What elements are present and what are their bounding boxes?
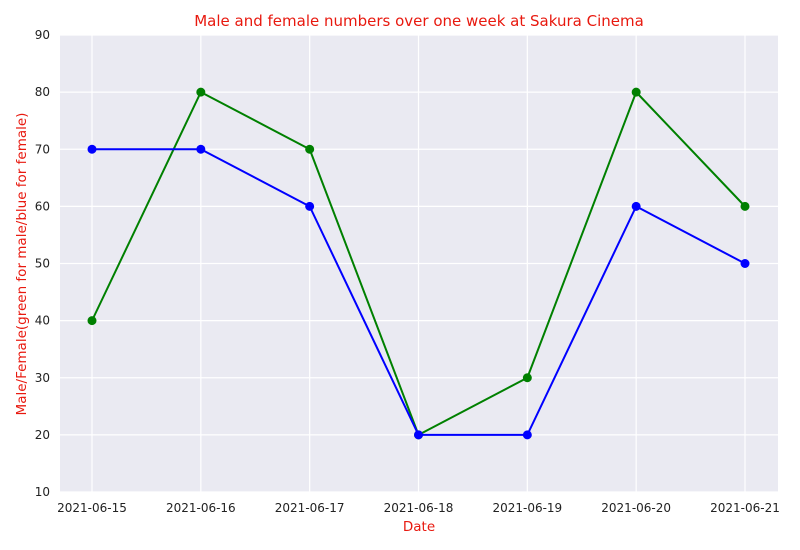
y-tick-label: 30 <box>35 371 50 385</box>
y-tick-label: 90 <box>35 28 50 42</box>
series-1 <box>87 144 750 440</box>
y-tick-label: 60 <box>35 199 50 213</box>
data-point <box>414 430 423 440</box>
x-tick-label: 2021-06-18 <box>384 501 454 515</box>
y-tick-label: 40 <box>35 314 50 328</box>
data-point <box>631 201 641 211</box>
x-tick-label: 2021-06-21 <box>710 501 780 515</box>
chart-title: Male and female numbers over one week at… <box>194 12 644 30</box>
series-layer <box>87 87 750 440</box>
data-point <box>87 316 97 326</box>
data-point <box>522 430 532 440</box>
data-point <box>196 144 206 154</box>
y-tick-label: 20 <box>35 428 50 442</box>
data-point <box>740 259 750 268</box>
data-point <box>740 201 750 211</box>
data-point <box>305 144 315 154</box>
y-tick-label: 50 <box>35 257 50 271</box>
x-axis-label: Date <box>403 519 435 535</box>
y-axis-label: Male/Female(green for male/blue for fema… <box>14 113 30 416</box>
x-tick-label: 2021-06-20 <box>601 501 671 515</box>
y-tick-label: 70 <box>35 142 50 156</box>
y-tick-label: 10 <box>35 485 50 499</box>
y-tick-label: 80 <box>35 85 50 99</box>
data-point <box>522 373 532 383</box>
x-tick-label: 2021-06-15 <box>57 501 127 515</box>
data-point <box>305 201 315 211</box>
data-point <box>196 87 206 97</box>
x-tick-label: 2021-06-19 <box>492 501 562 515</box>
x-axis-ticks: 2021-06-15 2021-06-16 2021-06-17 2021-06-18… <box>57 501 780 515</box>
data-point <box>631 87 641 97</box>
y-axis-ticks: 10 20 30 40 50 60 70 80 90 <box>35 28 50 499</box>
x-tick-label: 2021-06-16 <box>166 501 236 515</box>
data-point <box>87 144 97 154</box>
x-tick-label: 2021-06-17 <box>275 501 345 515</box>
